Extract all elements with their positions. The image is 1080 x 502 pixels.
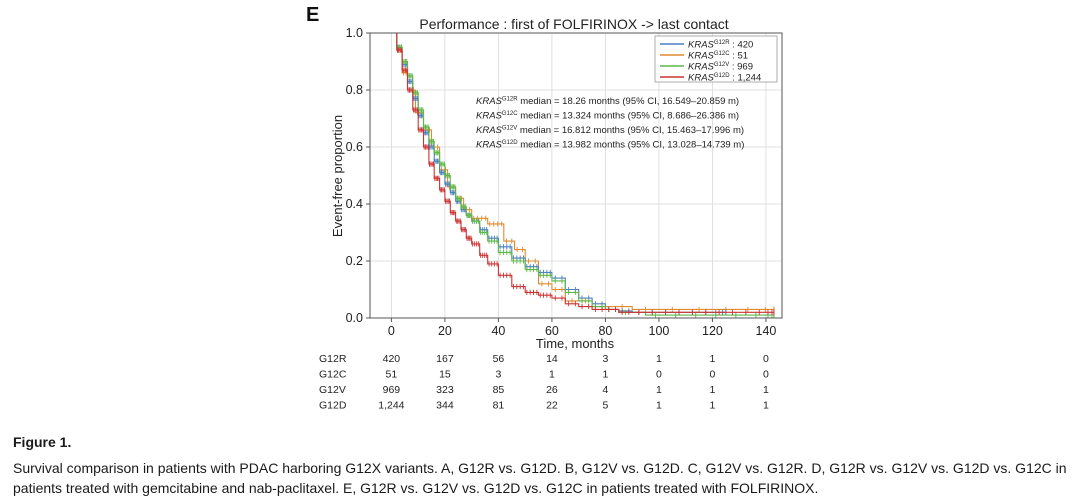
chart-title: Performance : first of FOLFIRINOX -> las…: [419, 16, 728, 32]
x-tick-label: 140: [756, 324, 777, 338]
x-tick-label: 80: [598, 324, 612, 338]
legend-entry-g12v: KRASG12V : 969: [688, 62, 753, 73]
risk-cell: 167: [436, 353, 454, 365]
risk-cell: 85: [493, 384, 505, 396]
risk-cell: 323: [436, 384, 454, 396]
risk-cell: 1: [603, 369, 609, 381]
x-tick-label: 100: [649, 324, 670, 338]
risk-cell: 1,244: [378, 400, 404, 412]
y-tick-label: 0.4: [346, 197, 363, 211]
risk-cell: 344: [436, 400, 454, 412]
legend-entry-g12d: KRASG12D : 1,244: [688, 73, 761, 84]
survival-chart: E Performance : first of FOLFIRINOX -> l…: [306, 4, 783, 412]
risk-cell: 1: [763, 400, 769, 412]
censor-marks-g12v: [396, 44, 775, 319]
x-tick-label: 40: [491, 324, 505, 338]
risk-cell: 3: [495, 369, 501, 381]
y-tick-label: 1.0: [346, 26, 363, 40]
censor-marks-g12d: [396, 47, 775, 316]
panel-letter: E: [306, 4, 319, 26]
y-tick-label: 0.0: [346, 311, 363, 325]
risk-cell: 51: [386, 369, 398, 381]
risk-cell: 3: [603, 353, 609, 365]
risk-cell: 0: [763, 353, 769, 365]
x-tick-label: 60: [545, 324, 559, 338]
plot-frame: [369, 32, 783, 319]
risk-row-label: G12V: [319, 384, 346, 396]
risk-cell: 5: [603, 400, 609, 412]
censor-marks-g12c: [397, 47, 775, 313]
median-annotations: KRASG12R median = 18.26 months (95% CI, …: [476, 96, 744, 151]
risk-cell: 0: [656, 369, 662, 381]
figure-caption-body: Survival comparison in patients with PDA…: [13, 460, 1067, 496]
median-annotation-g12r: KRASG12R median = 18.26 months (95% CI, …: [476, 96, 739, 107]
risk-cell: 1: [656, 353, 662, 365]
y-tick-label: 0.6: [346, 140, 363, 154]
risk-cell: 1: [656, 384, 662, 396]
y-axis-label: Event-free proportion: [330, 115, 345, 237]
figure-caption-title: Figure 1.: [13, 434, 72, 450]
risk-cell: 420: [383, 353, 401, 365]
risk-cell: 1: [710, 400, 716, 412]
legend-entry-g12c: KRASG12C : 51: [688, 51, 748, 62]
risk-cell: 0: [710, 369, 716, 381]
risk-cell: 14: [546, 353, 558, 365]
risk-cell: 15: [439, 369, 451, 381]
median-annotation-g12d: KRASG12D median = 13.982 months (95% CI,…: [476, 140, 744, 151]
risk-cell: 22: [546, 400, 558, 412]
risk-row-label: G12R: [319, 353, 347, 365]
risk-cell: 1: [656, 400, 662, 412]
risk-row-label: G12D: [319, 400, 347, 412]
median-annotation-g12v: KRASG12V median = 16.812 months (95% CI,…: [476, 125, 744, 136]
risk-row-label: G12C: [319, 369, 347, 381]
risk-cell: 26: [546, 384, 558, 396]
risk-cell: 0: [763, 369, 769, 381]
survival-curves: [391, 32, 775, 319]
x-tick-label: 120: [702, 324, 723, 338]
risk-cell: 1: [710, 353, 716, 365]
median-annotation-g12c: KRASG12C median = 13.324 months (95% CI,…: [476, 111, 739, 122]
survival-curve-g12c: [391, 32, 774, 310]
censor-marks-g12r: [396, 44, 727, 316]
risk-cell: 1: [763, 384, 769, 396]
y-tick-label: 0.2: [346, 254, 363, 268]
x-axis-label: Time, months: [536, 336, 615, 351]
x-tick-label: 0: [388, 324, 395, 338]
risk-cell: 1: [549, 369, 555, 381]
legend-entry-g12r: KRASG12R : 420: [688, 40, 753, 51]
risk-cell: 4: [603, 384, 609, 396]
y-tick-label: 0.8: [346, 83, 363, 97]
survival-curve-g12d: [391, 32, 774, 313]
axis-ticks: 0 20 40 60 80 100 120 140 0.0 0.2 0.4 0.6 0.8 1.0: [346, 26, 777, 338]
x-tick-label: 20: [438, 324, 452, 338]
risk-cell: 969: [383, 384, 401, 396]
risk-cell: 1: [710, 384, 716, 396]
risk-cell: 81: [493, 400, 505, 412]
risk-cell: 56: [493, 353, 505, 365]
